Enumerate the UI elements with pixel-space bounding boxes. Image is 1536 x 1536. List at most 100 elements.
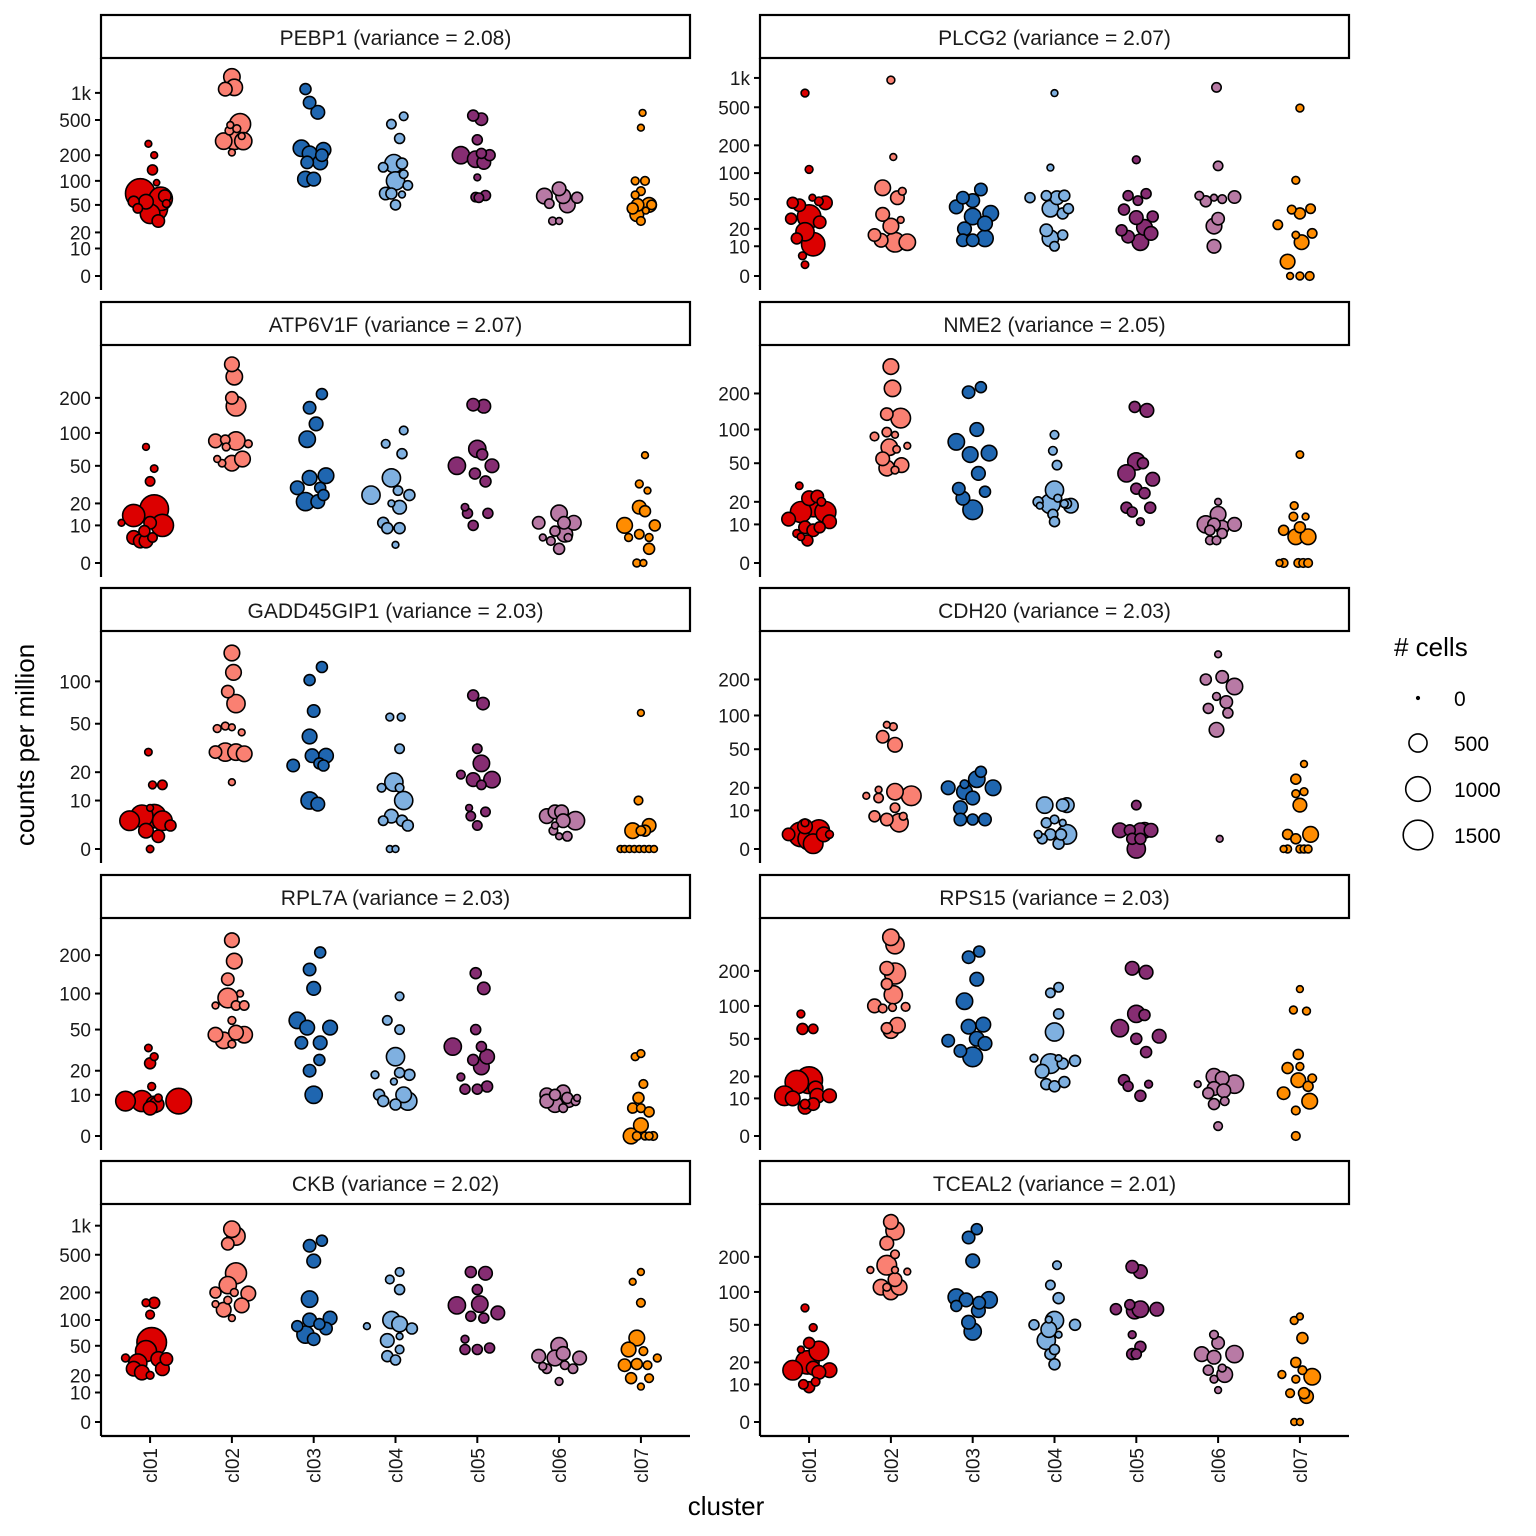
y-tick-label: 10 [729,1375,750,1396]
data-point [1131,155,1142,165]
data-point [965,1253,981,1269]
data-point [222,1220,241,1239]
data-point [1046,163,1055,172]
data-point [784,212,798,225]
data-point [636,1382,646,1391]
y-tick-label: 0 [80,1413,91,1434]
data-point [1136,456,1150,470]
y-tick-label: 200 [718,670,750,691]
data-point [1049,814,1060,825]
data-point [641,206,650,215]
data-point [951,481,966,496]
data-point [464,803,474,813]
data-point [813,196,825,207]
data-point [473,173,482,182]
data-point [1290,1105,1301,1116]
legend-key [1408,733,1428,753]
data-point [395,1332,404,1341]
data-point [638,504,652,518]
data-point [1289,501,1299,511]
data-point [387,499,396,508]
legend-label: 0 [1454,688,1466,711]
data-point [947,432,966,451]
data-point [471,1083,484,1095]
data-point [807,1023,819,1035]
data-point [631,1130,642,1142]
data-point [1130,799,1142,811]
data-point [816,496,827,507]
data-point [298,430,317,449]
legend-label: 500 [1454,733,1489,756]
y-tick-label: 0 [80,840,91,861]
data-point [475,147,488,160]
data-point [635,215,647,227]
data-point [393,521,406,535]
data-point [394,1266,405,1278]
data-point [141,1298,151,1308]
data-point [479,806,491,818]
data-point [156,779,168,791]
data-point [570,191,584,204]
data-point [880,1021,894,1035]
data-point [1284,1388,1296,1399]
data-point [226,120,235,130]
strip-box [758,300,1351,347]
data-point [797,1378,809,1390]
data-point [1276,1086,1291,1101]
data-point [151,829,166,844]
data-point [543,198,555,210]
y-tick-label: 20 [70,1062,91,1083]
data-point [1052,1008,1065,1020]
data-point [879,407,894,422]
x-tick-label: cl02 [223,1448,244,1483]
data-point [1299,528,1317,546]
data-point [874,785,883,794]
data-point [479,1048,496,1065]
data-point [1138,1008,1151,1022]
data-point [1117,463,1136,483]
y-tick-label: 200 [718,1248,750,1269]
data-point [632,1091,645,1105]
data-point [1281,1061,1294,1075]
data-point [630,190,640,200]
data-point [1051,459,1063,471]
data-point [796,1022,809,1036]
data-point [965,790,981,806]
data-point [299,82,312,96]
y-tick-label: 20 [70,763,91,784]
data-point [571,1350,588,1366]
data-point [966,813,980,826]
data-point [476,981,491,996]
y-axis-title: counts per million [10,644,40,846]
data-point [1058,818,1067,827]
panel-title: GADD45GIP1 (variance = 2.03) [248,600,544,623]
x-tick-label: cl04 [1046,1448,1067,1483]
data-point [821,514,838,530]
data-point [1138,486,1151,500]
data-point [794,481,804,491]
data-point [385,1046,406,1067]
data-point [385,712,395,722]
data-point [1115,224,1128,237]
data-point [1122,1080,1134,1093]
strip-box [99,1159,692,1206]
data-point [1049,240,1061,252]
data-point [1213,650,1223,659]
data-point [1140,187,1152,200]
y-tick-label: 50 [729,1030,750,1051]
data-point [145,1370,155,1381]
data-point [538,1361,548,1372]
data-point [237,728,246,737]
data-point [1044,1022,1065,1042]
data-point [405,1322,419,1335]
y-tick-label: 50 [70,1021,91,1042]
data-point [313,946,327,959]
data-point [626,202,640,215]
data-point [150,151,159,160]
data-point [145,803,155,813]
data-point [1146,210,1159,223]
data-point [225,952,243,970]
